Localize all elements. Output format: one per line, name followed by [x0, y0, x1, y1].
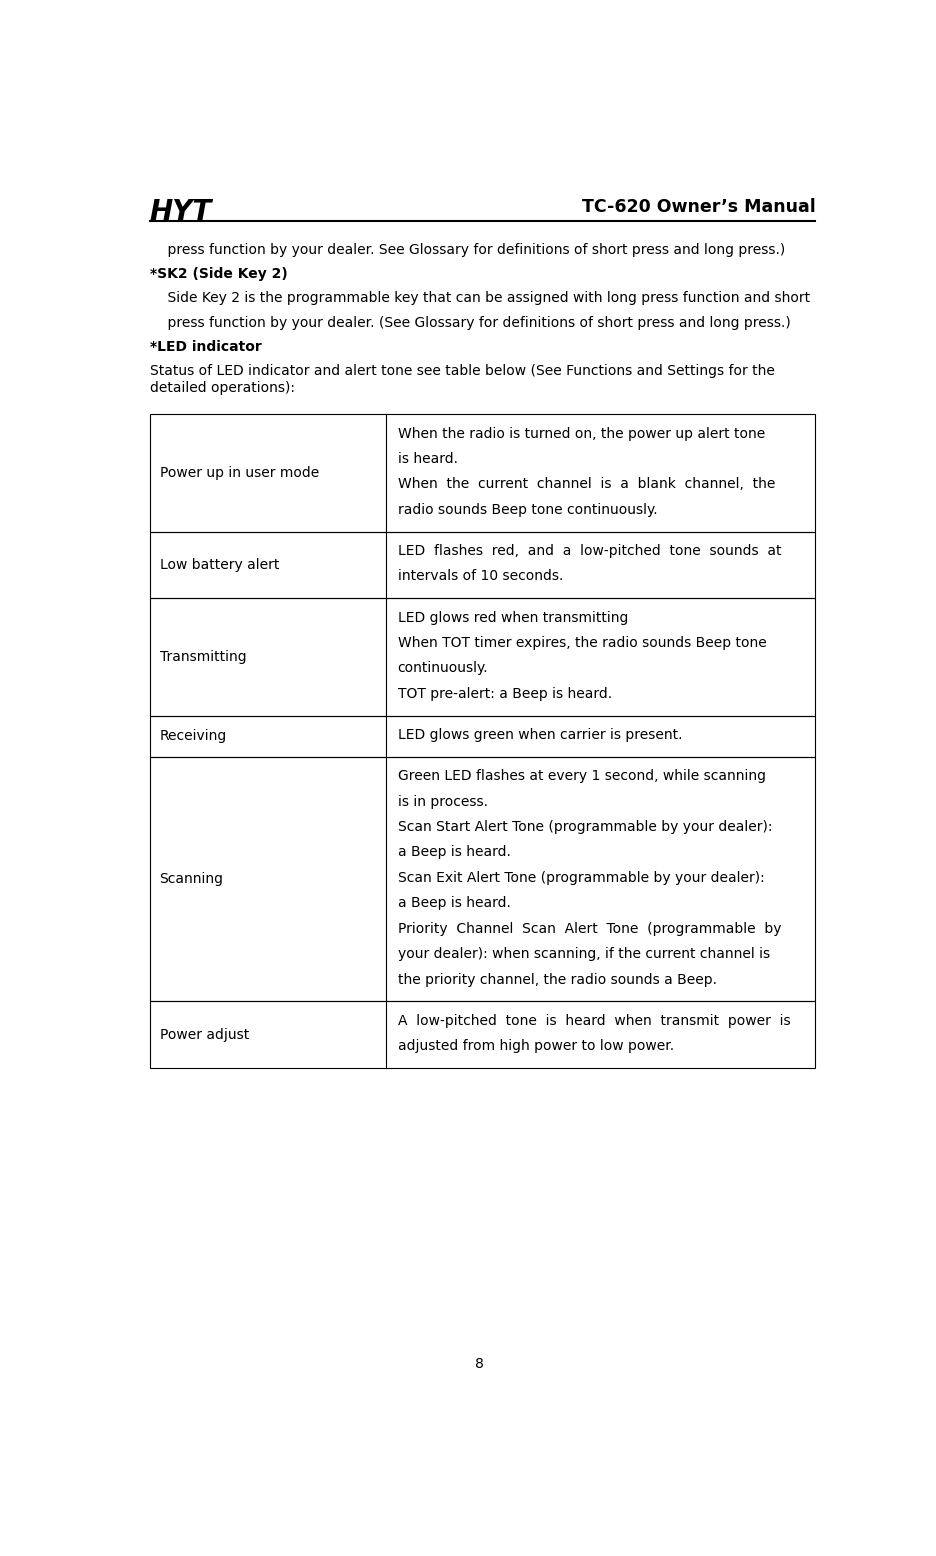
Text: LED  flashes  red,  and  a  low-pitched  tone  sounds  at: LED flashes red, and a low-pitched tone … — [398, 545, 781, 559]
Text: LED glows green when carrier is present.: LED glows green when carrier is present. — [398, 728, 682, 742]
Text: When TOT timer expires, the radio sounds Beep tone: When TOT timer expires, the radio sounds… — [398, 636, 767, 650]
Text: Priority  Channel  Scan  Alert  Tone  (programmable  by: Priority Channel Scan Alert Tone (progra… — [398, 921, 781, 935]
Text: Side Key 2 is the programmable key that can be assigned with long press function: Side Key 2 is the programmable key that … — [150, 291, 810, 305]
Text: Receiving: Receiving — [160, 730, 227, 744]
Text: HYT: HYT — [150, 198, 212, 226]
Text: Scan Exit Alert Tone (programmable by your dealer):: Scan Exit Alert Tone (programmable by yo… — [398, 871, 765, 885]
Text: 8: 8 — [475, 1357, 484, 1371]
Text: A  low-pitched  tone  is  heard  when  transmit  power  is: A low-pitched tone is heard when transmi… — [398, 1013, 790, 1027]
Text: LED glows red when transmitting: LED glows red when transmitting — [398, 610, 628, 624]
Text: continuously.: continuously. — [398, 661, 489, 675]
Text: *LED indicator: *LED indicator — [150, 339, 261, 353]
Text: press function by your dealer. (See Glossary for definitions of short press and : press function by your dealer. (See Glos… — [150, 316, 790, 330]
Text: TC-620 Owner’s Manual: TC-620 Owner’s Manual — [581, 198, 815, 216]
Text: press function by your dealer. See Glossary for definitions of short press and l: press function by your dealer. See Gloss… — [150, 243, 784, 257]
Text: Scan Start Alert Tone (programmable by your dealer):: Scan Start Alert Tone (programmable by y… — [398, 820, 772, 834]
Text: Green LED flashes at every 1 second, while scanning: Green LED flashes at every 1 second, whi… — [398, 769, 766, 783]
Text: detailed operations):: detailed operations): — [150, 381, 295, 395]
Text: your dealer): when scanning, if the current channel is: your dealer): when scanning, if the curr… — [398, 948, 769, 962]
Bar — [150, 756, 815, 1002]
Text: a Beep is heard.: a Beep is heard. — [398, 845, 510, 859]
Text: When the radio is turned on, the power up alert tone: When the radio is turned on, the power u… — [398, 426, 765, 440]
Text: the priority channel, the radio sounds a Beep.: the priority channel, the radio sounds a… — [398, 972, 716, 987]
Text: Power adjust: Power adjust — [160, 1027, 249, 1041]
Text: radio sounds Beep tone continuously.: radio sounds Beep tone continuously. — [398, 503, 657, 517]
Text: intervals of 10 seconds.: intervals of 10 seconds. — [398, 569, 563, 584]
Text: *SK2 (Side Key 2): *SK2 (Side Key 2) — [150, 268, 287, 282]
Text: When  the  current  channel  is  a  blank  channel,  the: When the current channel is a blank chan… — [398, 478, 775, 492]
Text: TOT pre-alert: a Beep is heard.: TOT pre-alert: a Beep is heard. — [398, 686, 611, 700]
Text: Transmitting: Transmitting — [160, 650, 246, 664]
Text: is heard.: is heard. — [398, 451, 458, 465]
Text: Power up in user mode: Power up in user mode — [160, 465, 319, 479]
Bar — [150, 414, 815, 532]
Text: adjusted from high power to low power.: adjusted from high power to low power. — [398, 1039, 674, 1053]
Bar — [150, 532, 815, 599]
Text: Status of LED indicator and alert tone see table below (See Functions and Settin: Status of LED indicator and alert tone s… — [150, 364, 774, 378]
Text: a Beep is heard.: a Beep is heard. — [398, 896, 510, 910]
Bar — [150, 716, 815, 756]
Text: Scanning: Scanning — [160, 873, 224, 887]
Bar — [150, 599, 815, 716]
Text: Low battery alert: Low battery alert — [160, 559, 279, 573]
Bar — [150, 1002, 815, 1067]
Text: is in process.: is in process. — [398, 795, 488, 809]
